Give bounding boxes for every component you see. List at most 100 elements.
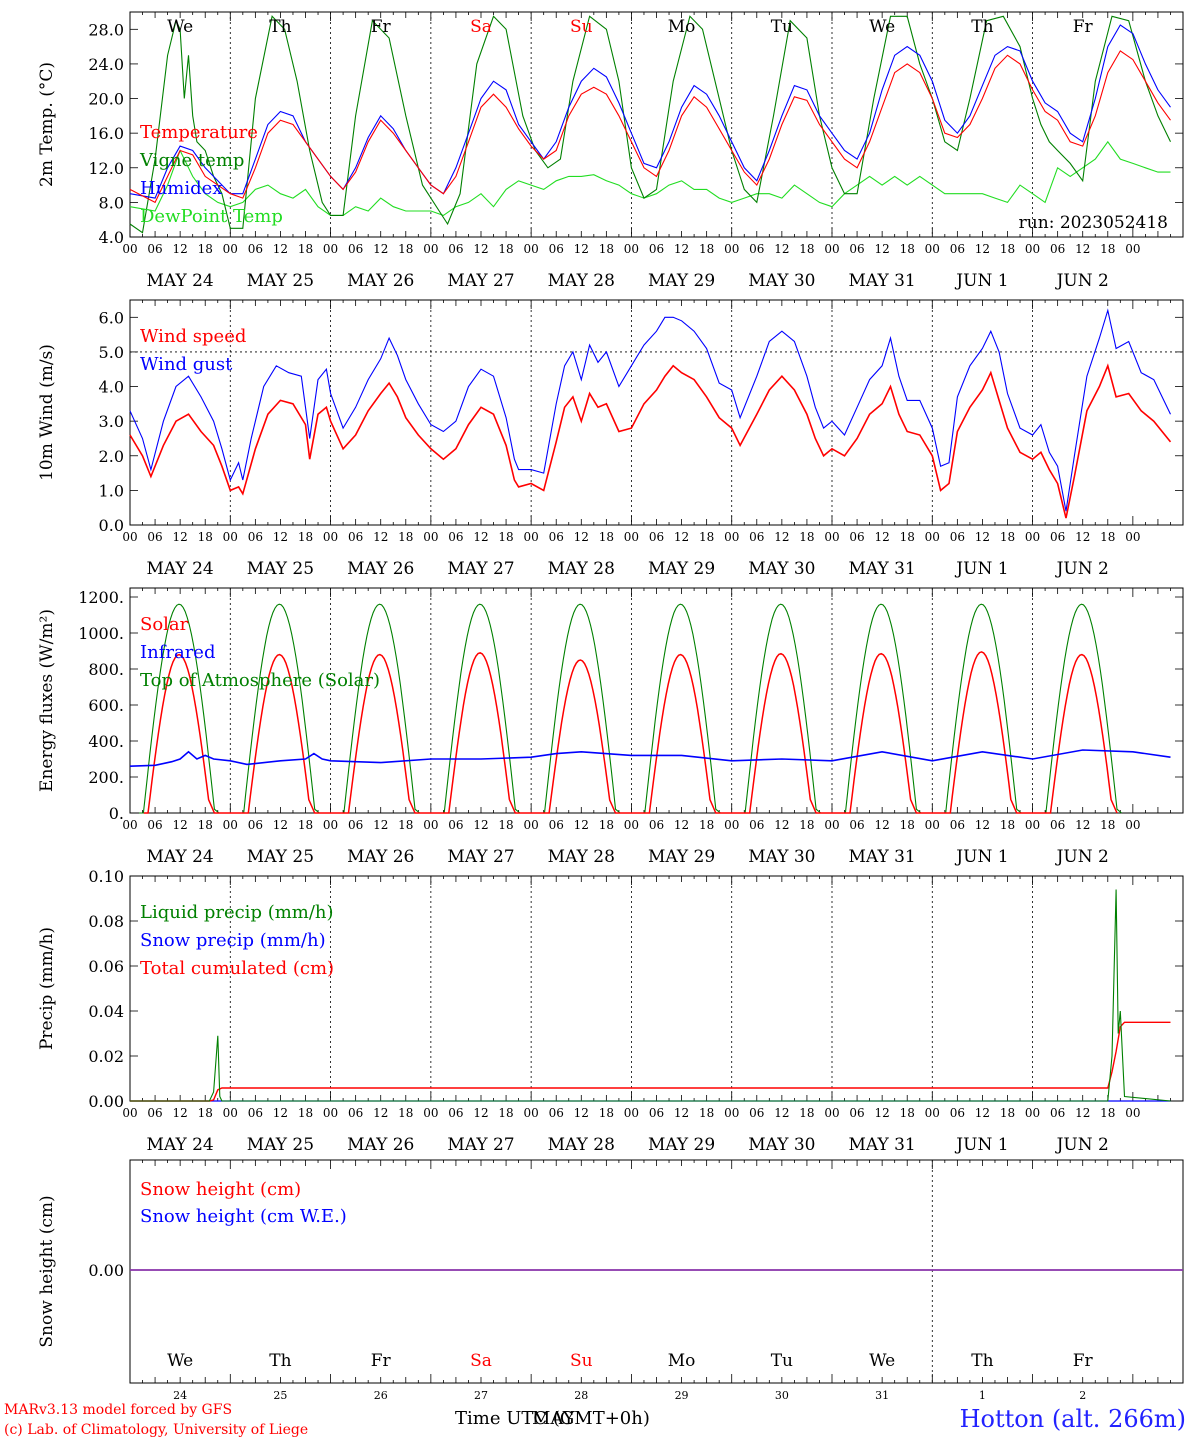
weekday-label: Sa	[470, 17, 492, 37]
hour-label: 12	[273, 242, 288, 256]
y-tick-label: 1000.	[78, 624, 124, 643]
hour-label: 12	[473, 242, 488, 256]
hour-label: 00	[1125, 818, 1140, 832]
y-axis-title: 2m Temp. (°C)	[37, 62, 57, 187]
date-label: JUN 1	[954, 271, 1008, 291]
hour-label: 06	[1050, 818, 1065, 832]
y-tick-label: 6.0	[99, 308, 124, 327]
hour-label: 06	[649, 242, 664, 256]
panel-5: Snow height (cm) 0.00 Snow height (cm) Snow…	[37, 1159, 1184, 1402]
hour-label: 06	[1050, 1106, 1065, 1120]
date-label: MAY 26	[347, 559, 414, 579]
hour-label: 06	[448, 818, 463, 832]
hour-label: 00	[423, 242, 438, 256]
x-axis-title: Time UTC (GMT+0h)	[455, 1408, 650, 1429]
hour-label: 18	[799, 1106, 814, 1120]
hour-label: 06	[248, 1106, 263, 1120]
day-number-label: 27	[474, 1389, 488, 1402]
hour-label: 18	[799, 818, 814, 832]
series-line-liquid-precip	[130, 889, 1171, 1102]
hour-label: 12	[273, 1106, 288, 1120]
date-label: JUN 2	[1055, 1135, 1109, 1155]
hour-label: 18	[1000, 1106, 1015, 1120]
date-label: MAY 28	[548, 271, 615, 291]
hour-label: 18	[699, 818, 714, 832]
hour-label: 06	[749, 242, 764, 256]
hour-label: 12	[574, 1106, 589, 1120]
date-label: MAY 24	[147, 847, 214, 867]
y-tick-label: 1.0	[99, 481, 124, 500]
date-label: MAY 26	[347, 1135, 414, 1155]
hour-label: 18	[599, 1106, 614, 1120]
hour-label: 00	[223, 530, 238, 544]
day-number-label: 31	[875, 1389, 889, 1402]
date-label: JUN 2	[1055, 847, 1109, 867]
hour-label: 06	[749, 818, 764, 832]
hour-label: 00	[122, 1106, 137, 1120]
weekday-label: We	[869, 1351, 895, 1371]
y-axis-title: Energy fluxes (W/m²)	[37, 609, 57, 792]
date-label: MAY 25	[247, 271, 314, 291]
hour-label: 12	[1075, 242, 1090, 256]
hour-label: 06	[147, 818, 162, 832]
series-line-toa-solar	[139, 603, 1122, 814]
hour-label: 06	[248, 818, 263, 832]
date-label: MAY 27	[447, 271, 514, 291]
hour-label: 00	[1025, 242, 1040, 256]
y-tick-label: 4.0	[99, 228, 124, 247]
hour-label: 12	[373, 1106, 388, 1120]
y-tick-label: 0.0	[99, 516, 124, 535]
legend-entry: Snow precip (mm/h)	[140, 930, 326, 951]
hour-label: 00	[223, 242, 238, 256]
hour-label: 00	[524, 818, 539, 832]
hour-label: 00	[524, 530, 539, 544]
hour-label: 18	[398, 818, 413, 832]
hour-label: 12	[173, 530, 188, 544]
y-tick-label: 8.0	[99, 193, 124, 212]
hour-label: 18	[1000, 530, 1015, 544]
y-tick-label: 0.04	[88, 1002, 124, 1021]
date-label: MAY 26	[347, 847, 414, 867]
hour-label: 12	[975, 1106, 990, 1120]
date-label: MAY 25	[247, 559, 314, 579]
hour-label: 00	[724, 1106, 739, 1120]
panel-1: 4.0 8.0 12.0 16.0 20.0 24.0 28.0 2m Temp. (°C) 0…	[37, 11, 1184, 291]
plot-frame	[129, 11, 1184, 238]
hour-label: 06	[448, 530, 463, 544]
hour-label: 00	[1025, 1106, 1040, 1120]
hour-label: 18	[900, 1106, 915, 1120]
y-axis-title: 10m Wind (m/s)	[37, 344, 57, 481]
y-tick-label: 0.02	[88, 1047, 124, 1066]
hour-label: 00	[323, 530, 338, 544]
hour-label: 18	[599, 818, 614, 832]
y-tick-label: 0.00	[88, 1261, 124, 1280]
hour-label: 00	[122, 242, 137, 256]
y-axis-title: Precip (mm/h)	[37, 927, 57, 1050]
hour-label: 18	[498, 242, 513, 256]
hour-label: 12	[975, 530, 990, 544]
date-label: MAY 24	[147, 559, 214, 579]
hour-label: 00	[824, 530, 839, 544]
legend-entry: DewPoint Temp	[140, 206, 283, 227]
hour-label: 18	[298, 818, 313, 832]
weekday-label: Sa	[470, 1351, 492, 1371]
hour-label: 18	[599, 242, 614, 256]
hour-label: 00	[724, 530, 739, 544]
date-label: MAY 31	[849, 271, 916, 291]
hour-label: 00	[624, 530, 639, 544]
hour-label: 00	[724, 818, 739, 832]
legend-entry: Infrared	[140, 642, 215, 663]
date-label: MAY 28	[548, 847, 615, 867]
legend-entry: Vigne temp	[139, 150, 244, 171]
hour-label: 12	[173, 818, 188, 832]
weekday-label: Th	[269, 17, 291, 37]
day-number-label: 26	[374, 1389, 388, 1402]
date-label: MAY 30	[748, 271, 815, 291]
date-label: JUN 2	[1055, 559, 1109, 579]
hour-label: 06	[448, 242, 463, 256]
weekday-label: We	[167, 17, 193, 37]
date-label: MAY 24	[147, 271, 214, 291]
hour-label: 00	[423, 530, 438, 544]
hour-label: 12	[473, 1106, 488, 1120]
